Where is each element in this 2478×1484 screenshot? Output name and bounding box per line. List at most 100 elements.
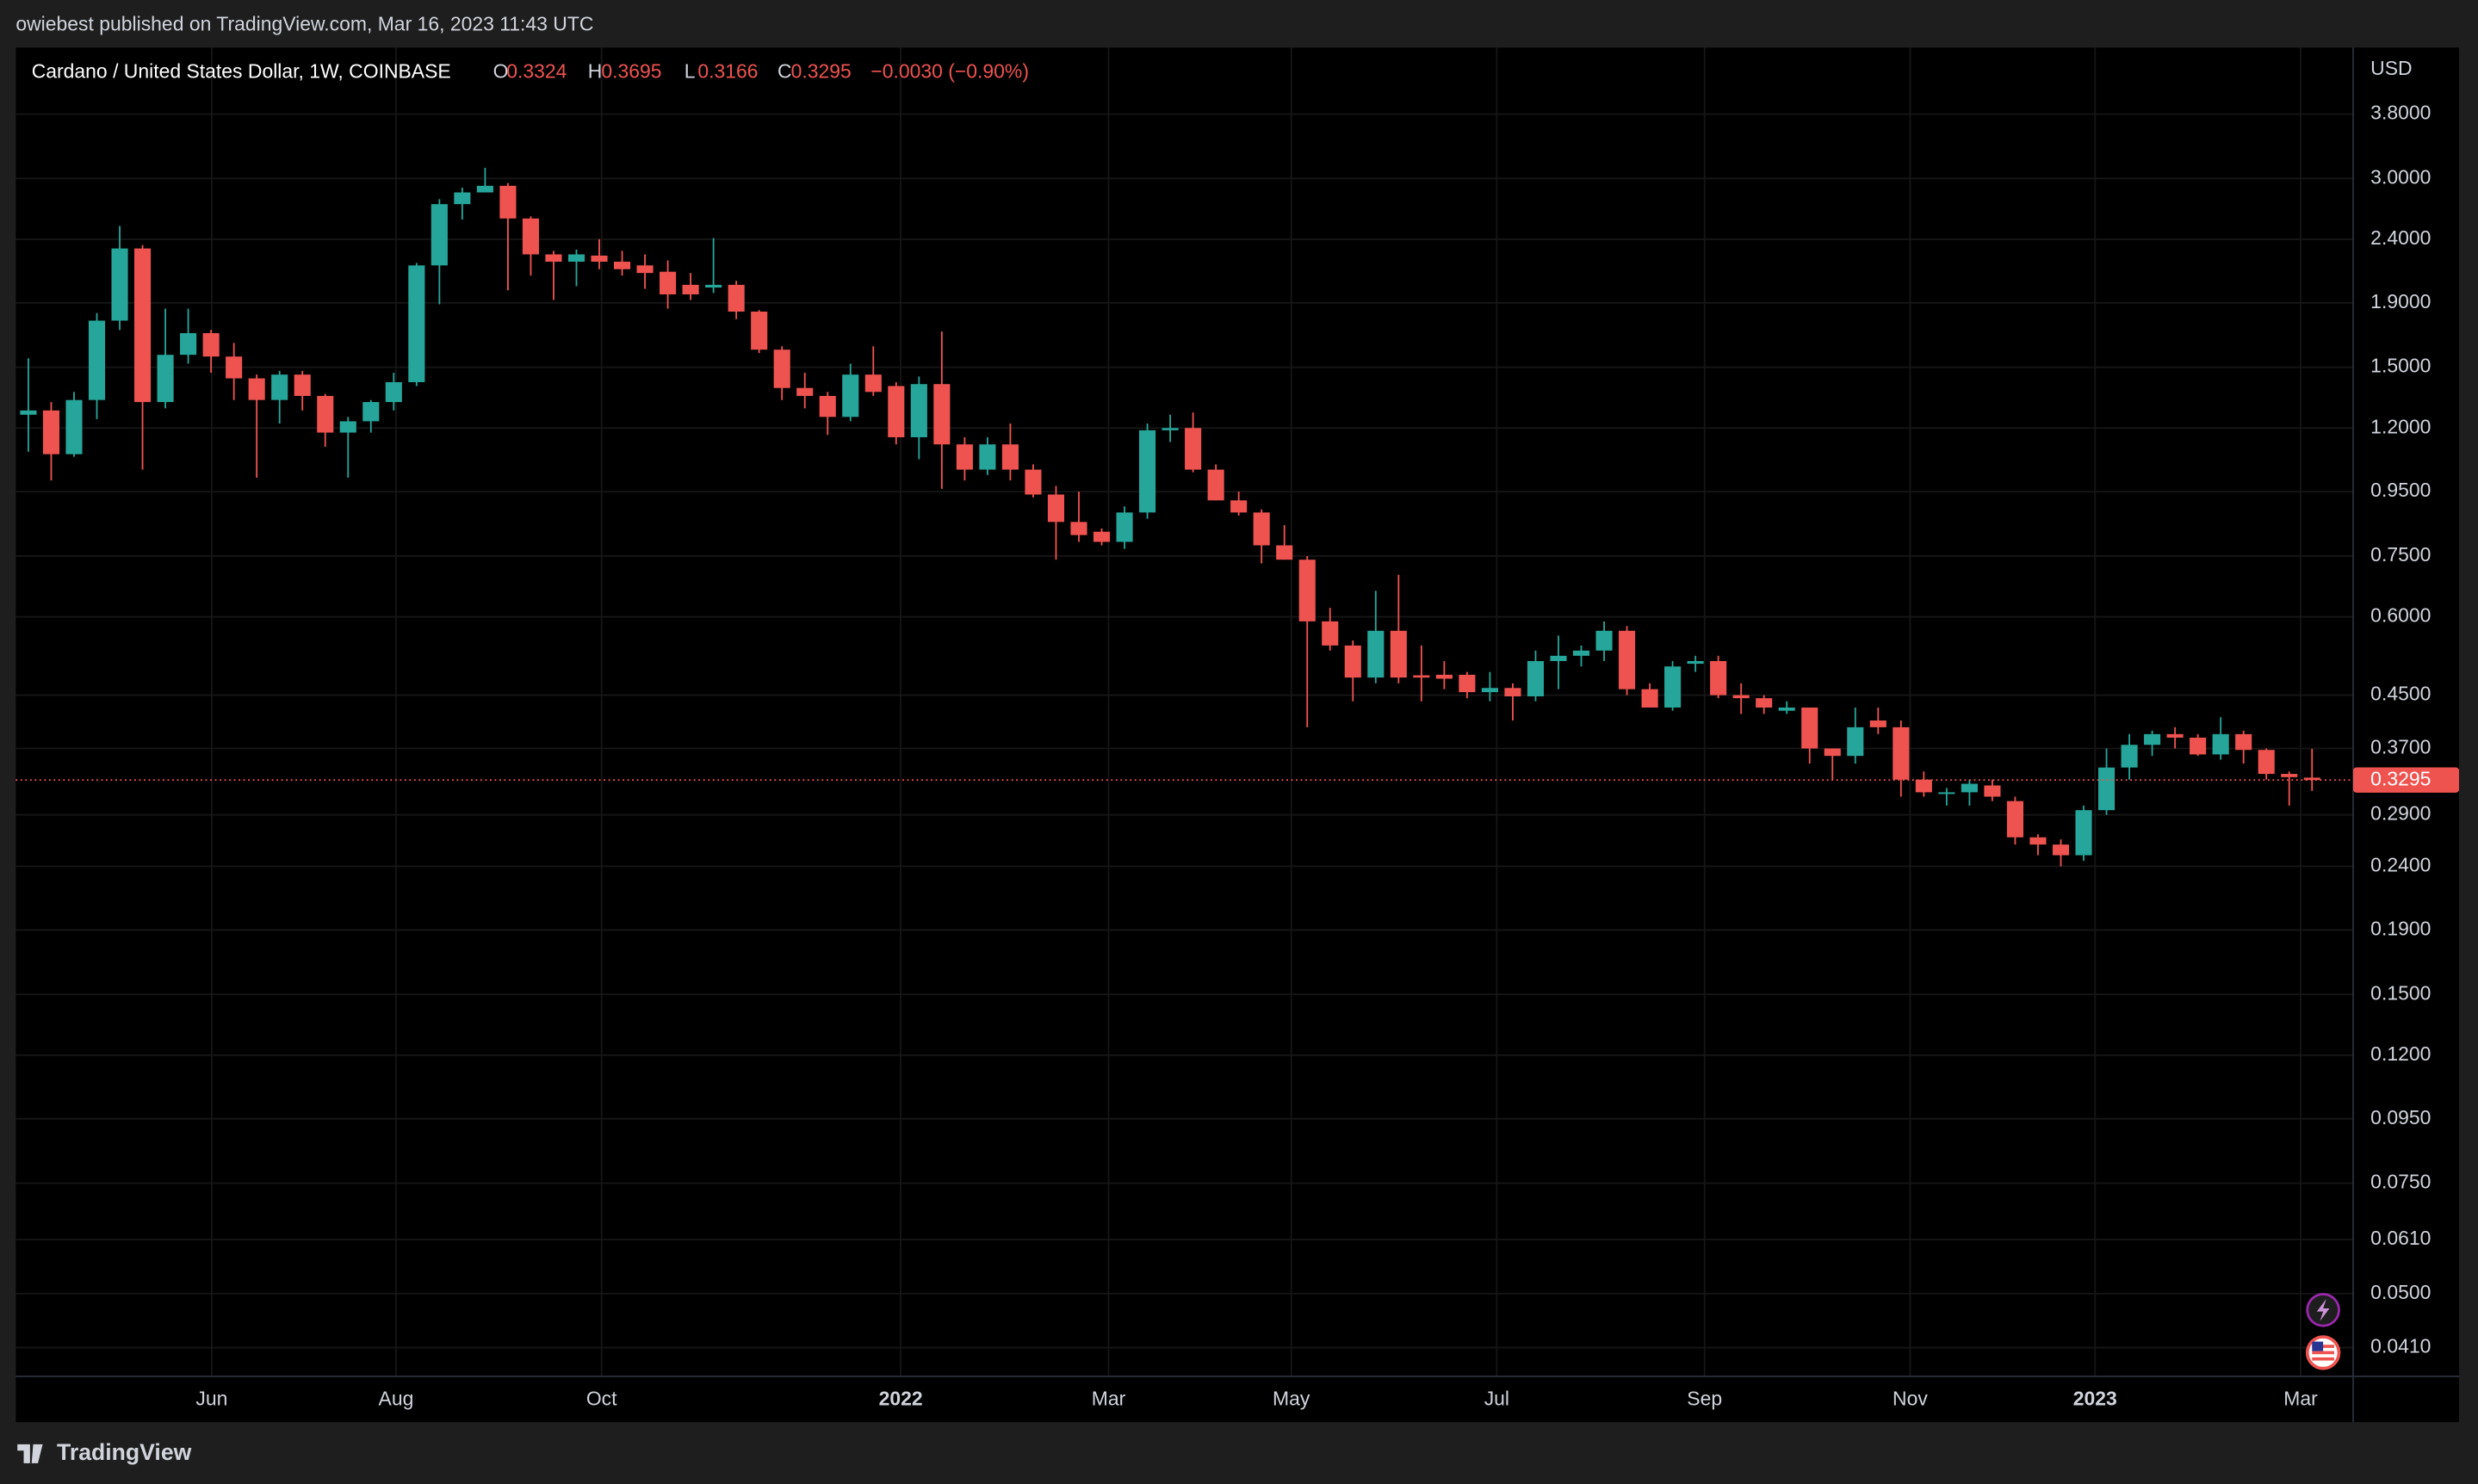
candle-body (1459, 674, 1476, 693)
candle-body (796, 387, 814, 396)
y-tick-label: 1.9000 (2370, 290, 2431, 312)
x-tick-label: Sep (1687, 1388, 1722, 1410)
flag-icon (2305, 1335, 2341, 1370)
candle-body (2303, 777, 2320, 781)
candle-body (1504, 688, 1521, 696)
lightning-icon (2306, 1293, 2340, 1327)
candle-body (933, 384, 951, 445)
y-tick-label: 3.8000 (2370, 102, 2431, 124)
candle-body (2235, 733, 2252, 751)
candle-body (134, 248, 152, 403)
axes: 3.8000 3.0000 2.4000 1.9000 1.5000 1.2000 0.95… (195, 102, 2459, 1410)
candle-body (682, 284, 699, 294)
candle-body (613, 262, 631, 269)
candle-body (1687, 660, 1704, 665)
candle-body (294, 374, 311, 396)
candle-body (2258, 750, 2275, 775)
candle-body (1550, 655, 1567, 661)
candle-body (1185, 428, 1202, 470)
x-tick-label: Mar (2283, 1388, 2318, 1410)
y-tick-label: 0.1900 (2370, 917, 2431, 939)
grid (15, 47, 2353, 1376)
icon-stripe (2312, 1357, 2334, 1361)
candle-body (1481, 688, 1498, 693)
candle-body (20, 410, 37, 415)
candle-body (180, 333, 197, 356)
candle-body (385, 381, 402, 403)
y-tick-label: 0.9500 (2370, 479, 2431, 501)
y-tick-label: 0.6000 (2370, 604, 2431, 627)
candle-body (2281, 774, 2298, 777)
candle-body (2166, 733, 2184, 738)
candle-body (42, 410, 60, 454)
candle-body (1595, 630, 1613, 651)
y-tick-label: 3.0000 (2370, 165, 2431, 188)
candle-body (1093, 531, 1111, 542)
candle-body (476, 185, 493, 193)
candle-body (1961, 783, 1978, 793)
footer-brand: TradingView (57, 1439, 192, 1465)
x-tick-label: Jul (1484, 1388, 1509, 1410)
candle-body (728, 284, 745, 312)
candle-body (1619, 630, 1636, 689)
x-tick-label: Nov (1893, 1388, 1928, 1410)
candle-body (1641, 689, 1658, 708)
logo-dot (33, 1444, 40, 1451)
candle-body (2144, 733, 2161, 745)
candle-body (1801, 707, 1818, 749)
candle-body (1572, 650, 1590, 656)
candle-body (1710, 660, 1727, 696)
candle-body (2075, 810, 2092, 856)
icon-stripe (2312, 1351, 2334, 1355)
candle-body (111, 248, 128, 321)
candle-body (1162, 428, 1179, 430)
candle-body (1001, 444, 1019, 470)
y-tick-label: 0.0750 (2370, 1171, 2431, 1193)
candle-body (1322, 621, 1339, 646)
x-tick-label: Aug (379, 1388, 414, 1410)
publisher-line: owiebest published on TradingView.com, M… (15, 13, 593, 35)
candle-body (819, 395, 836, 417)
ohlc-legend: O0.3324 H 0.3695 L 0.3166 C 0.3295 −0.0030 (−0.… (493, 60, 1029, 83)
candle-body (1893, 727, 1910, 780)
ohlc-key: L (685, 60, 696, 83)
y-tick-label: 0.0500 (2370, 1281, 2431, 1303)
candle-body (705, 284, 722, 288)
candle-body (2212, 733, 2229, 755)
candle-body (591, 255, 608, 263)
candle-body (1847, 727, 1864, 757)
candle-body (1390, 630, 1407, 678)
candle-body (864, 374, 882, 393)
ohlc-key: H (588, 60, 603, 83)
candle-body (157, 355, 174, 403)
last-price-tag (2352, 767, 2459, 793)
candle-body (842, 374, 859, 417)
candle-body (362, 402, 380, 422)
x-tick-label: May (1273, 1388, 1310, 1410)
candle-body (454, 192, 471, 205)
candle-body (2006, 801, 2024, 838)
x-tick-label: 2023 (2073, 1388, 2117, 1410)
y-tick-label: 0.0410 (2370, 1335, 2431, 1357)
candle-body (567, 254, 585, 263)
y-tick-label: 0.1500 (2370, 981, 2431, 1004)
candle-body (1732, 695, 1750, 699)
y-tick-label: 1.5000 (2370, 355, 2431, 377)
candle-body (2052, 844, 2070, 856)
candle-body (271, 374, 288, 400)
candle-body (522, 218, 539, 255)
x-tick-label: Jun (195, 1388, 227, 1410)
candle-body (1139, 430, 1156, 513)
candle-body (1756, 698, 1773, 708)
candle-body (636, 265, 654, 274)
candles (15, 167, 2353, 867)
candle-body (1344, 645, 1361, 678)
candle-body (1664, 666, 1682, 708)
last-price-label: 0.3295 (2370, 767, 2431, 789)
candle-body (545, 254, 562, 263)
y-tick-label: 2.4000 (2370, 226, 2431, 249)
candle-body (1116, 512, 1133, 542)
ohlc-value: 0.3324 (506, 60, 567, 83)
ohlc-key: C (777, 60, 792, 83)
